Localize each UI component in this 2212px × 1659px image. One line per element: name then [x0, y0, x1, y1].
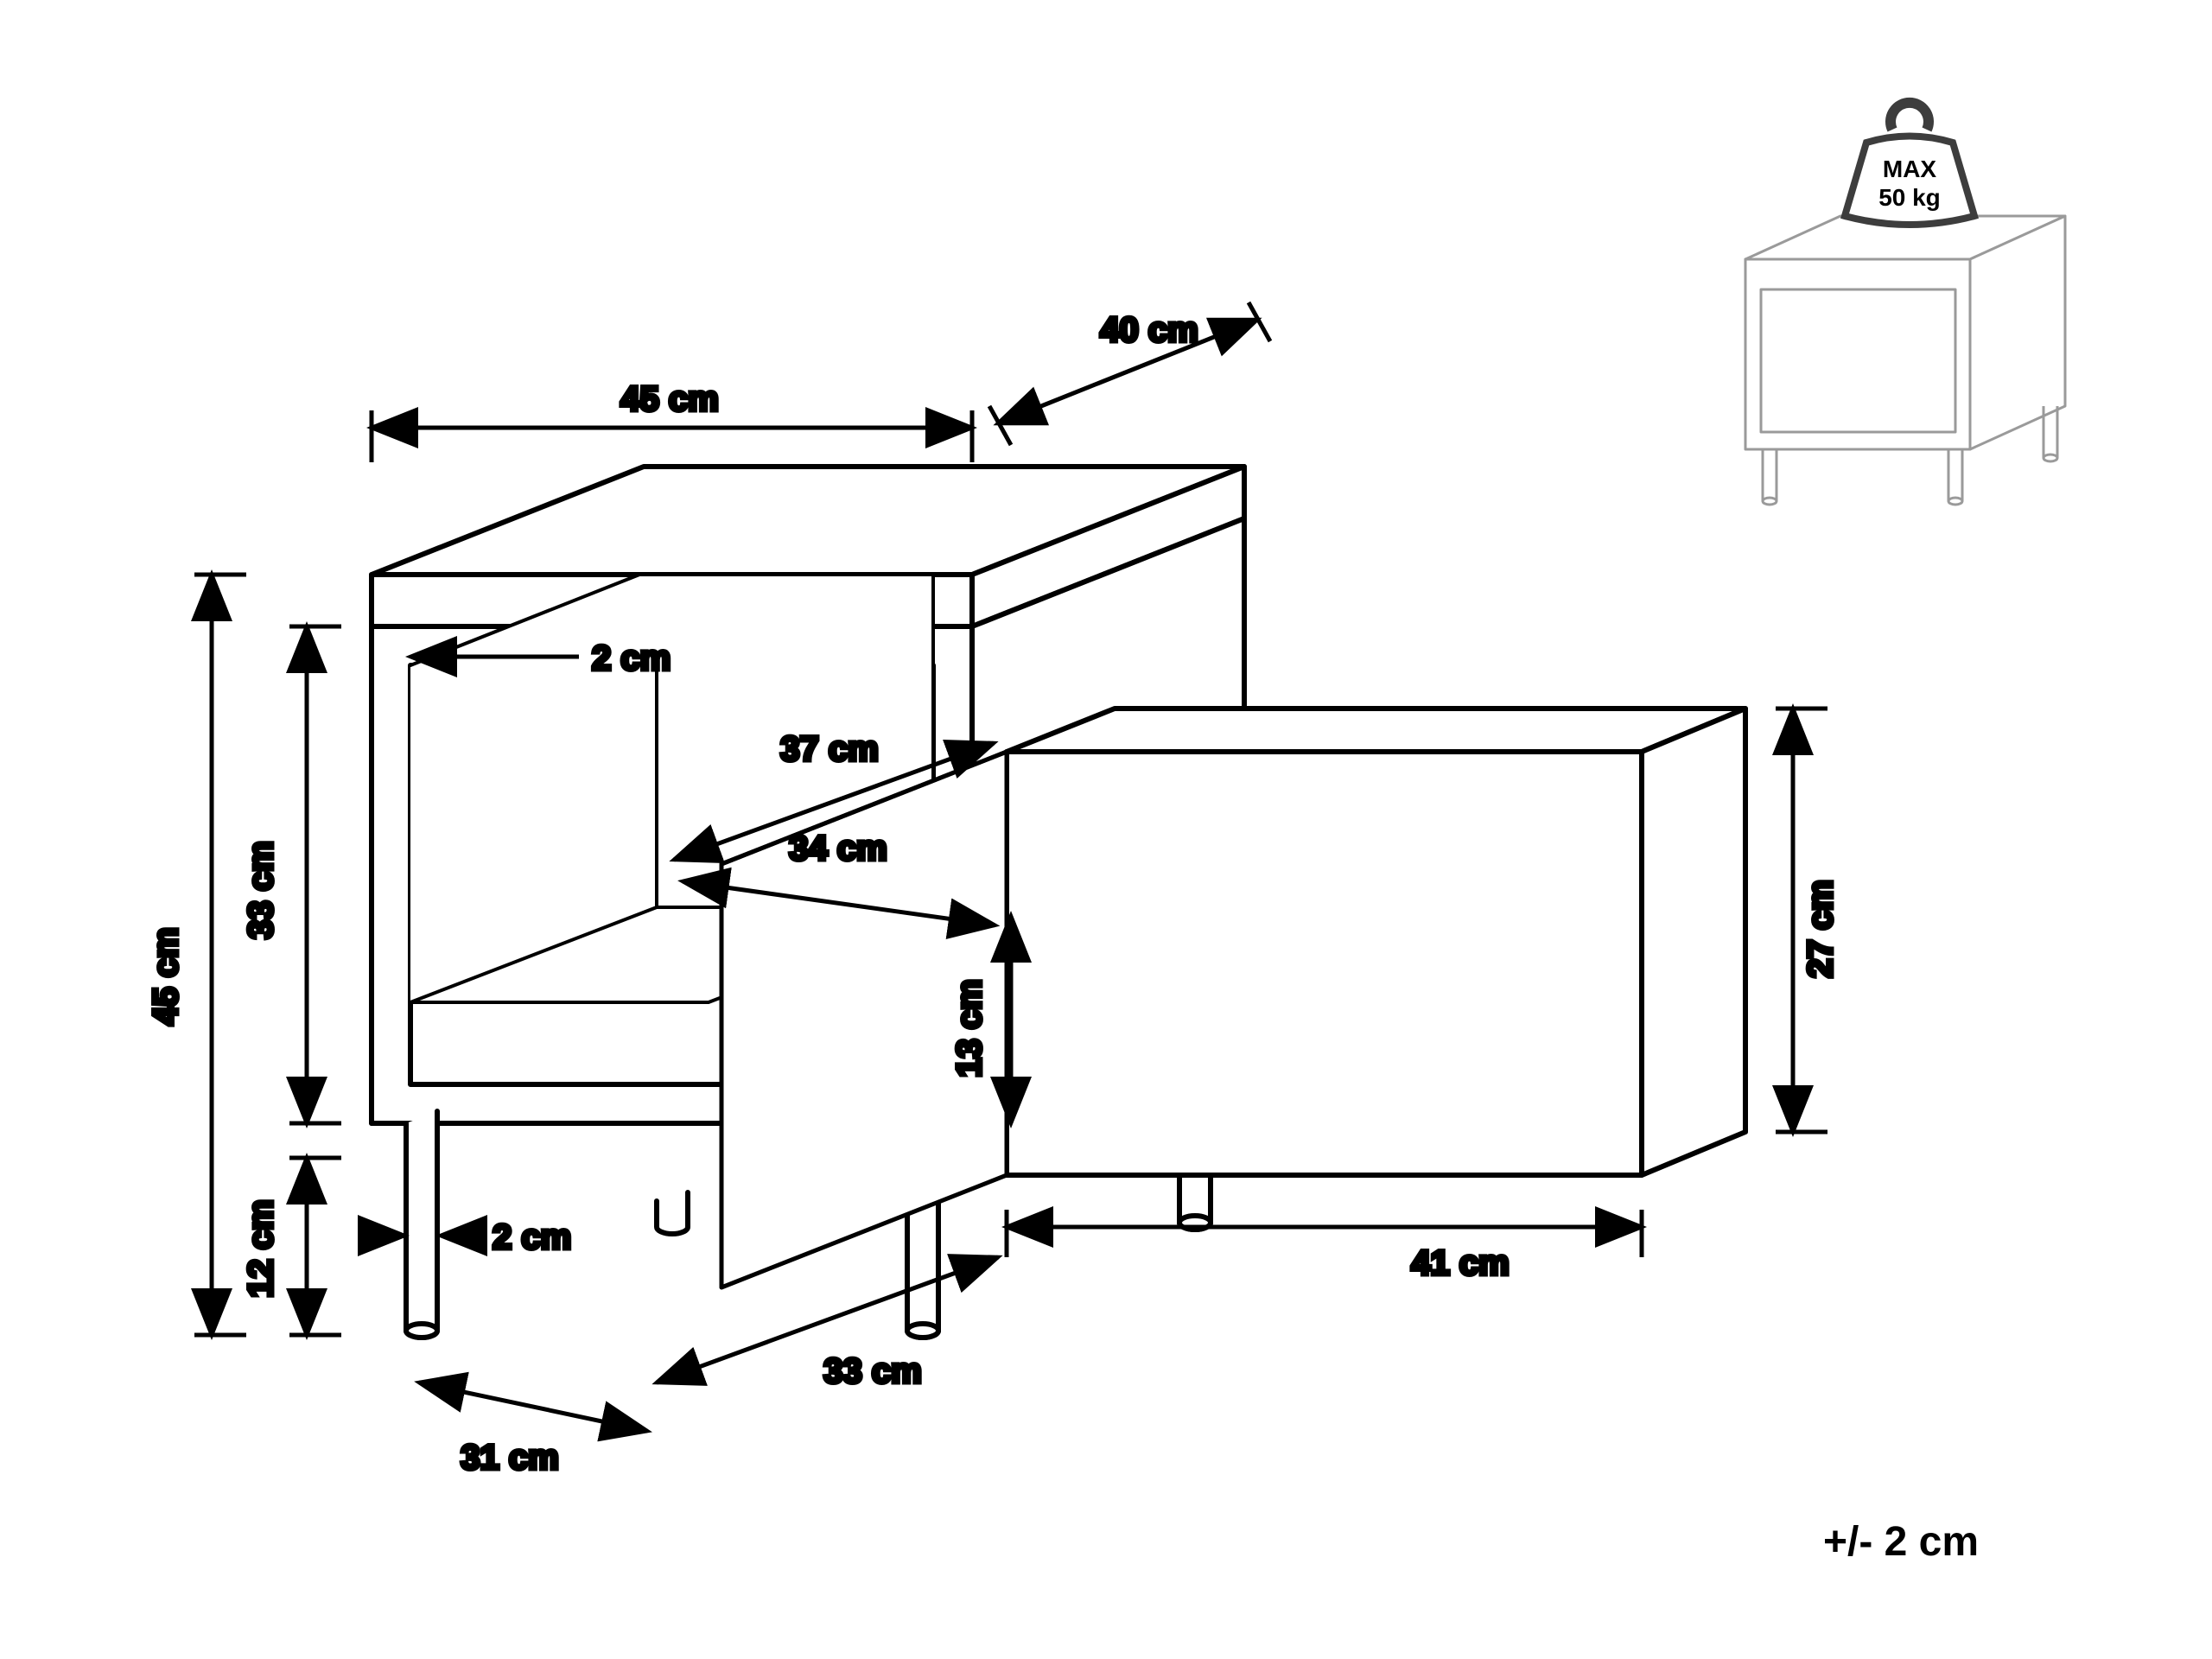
dim-drawer-inner-height: 13 cm: [950, 979, 988, 1077]
max-load-value: 50 kg: [1878, 184, 1941, 211]
max-load-label: MAX: [1883, 156, 1937, 182]
main-cabinet-drawing: [372, 467, 1745, 1338]
tolerance-note: +/- 2 cm: [1823, 1519, 1979, 1565]
dim-drawer-inner-back: 34 cm: [789, 830, 887, 868]
dim-top-width: 45 cm: [620, 380, 718, 418]
dim-panel-gap: 2 cm: [592, 639, 671, 677]
dim-foot-width: 33 cm: [823, 1352, 921, 1390]
technical-drawing: 45 cm 33 cm 12 cm 45 cm 40 cm 2 cm 37 cm…: [0, 0, 2212, 1659]
dim-top-depth: 40 cm: [1100, 311, 1198, 349]
dim-foot-depth: 31 cm: [461, 1439, 558, 1477]
dim-leg-height: 12 cm: [242, 1199, 280, 1297]
dim-leg-diameter: 2 cm: [493, 1218, 571, 1256]
weight-icon: MAX 50 kg: [1845, 103, 1974, 225]
dim-drawer-front-height: 27 cm: [1802, 880, 1840, 977]
dim-cabinet-height: 33 cm: [242, 841, 280, 938]
max-load-inset: MAX 50 kg: [1745, 103, 2065, 505]
dim-drawer-front-width: 41 cm: [1411, 1244, 1509, 1282]
dim-drawer-inner-front: 37 cm: [780, 730, 878, 768]
dim-total-height: 45 cm: [147, 927, 185, 1025]
